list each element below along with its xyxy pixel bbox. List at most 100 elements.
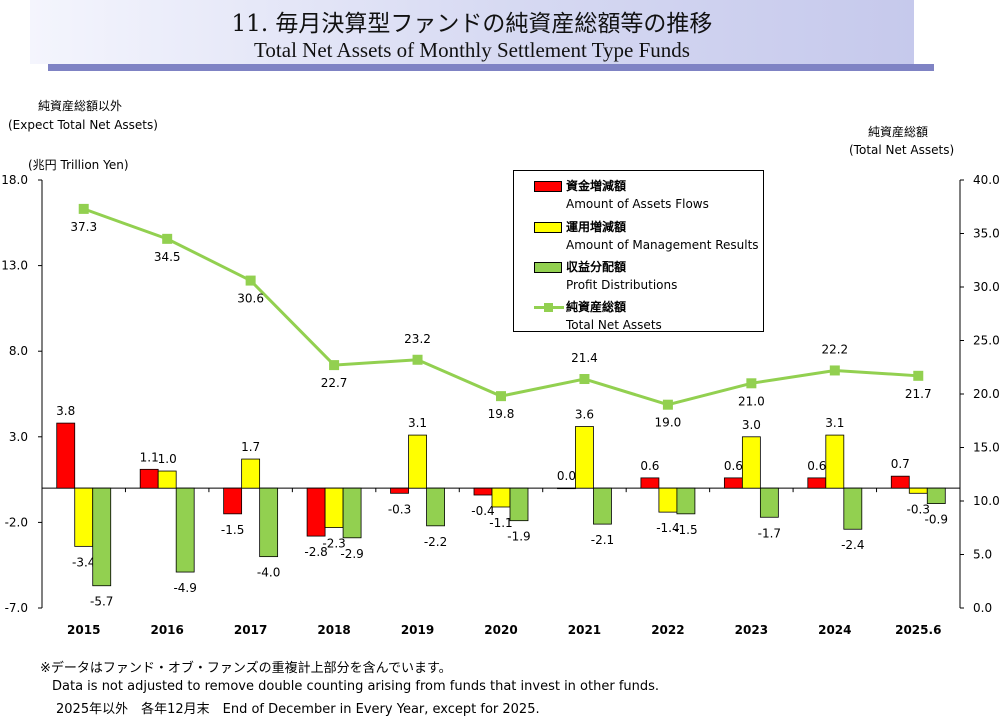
bar-1 <box>74 487 94 547</box>
title-shadow <box>48 64 934 71</box>
bar-data-label: -5.7 <box>90 595 113 609</box>
line-marker <box>162 233 173 244</box>
x-axis-label: 2018 <box>317 623 350 637</box>
title-banner: 11. 毎月決算型ファンドの純資産総額等の推移 Total Net Assets… <box>30 0 914 64</box>
bar-data-label: 1.0 <box>158 452 177 466</box>
left-axis-tick-label: -2.0 <box>5 515 28 529</box>
bar-data-label: 0.6 <box>640 459 659 473</box>
right-axis-tick-label: 10.0 <box>973 494 1000 508</box>
bar-2 <box>175 487 195 573</box>
bar-data-label: -1.4 <box>656 521 679 535</box>
bar-0 <box>223 487 243 515</box>
bar-data-label: 3.0 <box>742 418 761 432</box>
legend-swatch-green <box>534 262 562 273</box>
bar-0 <box>640 477 660 489</box>
bar-data-label: -3.4 <box>72 555 95 569</box>
bar-1 <box>575 426 594 489</box>
bar-2 <box>259 487 279 558</box>
legend-label-en: Amount of Assets Flows <box>566 197 709 211</box>
line-marker <box>496 391 506 402</box>
bar-2 <box>843 487 863 530</box>
left-axis-title-en: (Expect Total Net Assets) <box>8 118 158 132</box>
bar-0 <box>807 477 827 489</box>
line-marker <box>78 203 89 214</box>
bar-2 <box>426 487 445 527</box>
bar-data-label: 1.1 <box>140 450 159 464</box>
line-marker <box>913 370 924 381</box>
bar-data-label: 3.1 <box>408 416 427 430</box>
line-data-label: 22.7 <box>321 376 348 390</box>
right-axis-tick-label: 15.0 <box>973 441 1000 455</box>
right-axis-tick-label: 20.0 <box>973 387 1000 401</box>
bar-0 <box>723 477 743 489</box>
line-data-label: 30.6 <box>237 292 264 306</box>
bar-data-label: 3.6 <box>575 408 594 422</box>
bar-data-label: -1.5 <box>674 523 697 537</box>
x-axis-label: 2022 <box>651 623 684 637</box>
line-marker <box>662 399 673 410</box>
footnote-period: 2025年以外 各年12月末 End of December in Every … <box>56 702 540 717</box>
left-axis-unit: (兆円 Trillion Yen) <box>28 158 129 172</box>
left-axis-tick-label: -7.0 <box>5 601 28 615</box>
bar-data-label: 0.0 <box>557 469 576 483</box>
bar-2 <box>92 487 112 587</box>
line-data-label: 19.8 <box>488 407 515 421</box>
chart-title-jp: 11. 毎月決算型ファンドの純資産総額等の推移 <box>231 11 713 37</box>
line-marker <box>329 360 340 371</box>
bar-0 <box>139 468 159 489</box>
bar-1 <box>825 434 845 489</box>
footnote-en: Data is not adjusted to remove double co… <box>52 679 660 694</box>
bar-data-label: -0.9 <box>925 513 948 527</box>
bar-data-label: 0.7 <box>891 457 910 471</box>
line-marker <box>412 354 423 365</box>
bar-data-label: 3.8 <box>56 404 75 418</box>
bar-0 <box>890 475 910 489</box>
left-axis-tick-label: 18.0 <box>1 173 28 187</box>
legend-label-jp: 資金増減額 <box>566 179 627 193</box>
bar-data-label: 0.6 <box>807 459 826 473</box>
bar-0 <box>390 487 409 494</box>
legend-label-en: Total Net Assets <box>566 318 662 332</box>
line-data-label: 21.4 <box>571 351 598 365</box>
line-data-label: 19.0 <box>655 416 682 430</box>
x-axis-label: 2021 <box>568 623 601 637</box>
legend-label-jp: 収益分配額 <box>566 260 627 274</box>
line-data-label: 22.2 <box>821 342 848 356</box>
bar-2 <box>593 487 612 525</box>
legend-marker-square <box>544 303 553 312</box>
total-net-assets-line <box>83 207 919 407</box>
x-axis-label: 2017 <box>234 623 267 637</box>
bar-data-label: 3.1 <box>825 416 844 430</box>
right-axis-tick-label: 25.0 <box>973 334 1000 348</box>
bar-data-label: -4.0 <box>257 566 280 580</box>
x-axis-label: 2015 <box>67 623 100 637</box>
line-marker <box>746 378 757 389</box>
bar-data-label: 0.6 <box>724 459 743 473</box>
bar-data-label: -2.9 <box>340 547 363 561</box>
x-axis-label: 2024 <box>818 623 851 637</box>
bar-data-label: -1.9 <box>507 530 530 544</box>
right-axis-tick-label: 40.0 <box>973 173 1000 187</box>
legend-label-en: Amount of Management Results <box>566 238 759 252</box>
left-axis-tick-label: 8.0 <box>9 344 28 358</box>
bar-2 <box>759 487 779 518</box>
x-axis-label: 2025.6 <box>895 623 941 637</box>
line-data-label: 34.5 <box>154 250 181 264</box>
x-axis-label: 2023 <box>735 623 768 637</box>
bar-data-label: -1.5 <box>221 523 244 537</box>
bar-data-label: -1.7 <box>758 526 781 540</box>
left-axis-tick-label: 13.0 <box>1 259 28 273</box>
line-marker <box>829 365 840 376</box>
bar-data-label: -1.1 <box>489 516 512 530</box>
bar-1 <box>908 487 928 494</box>
line-data-label: 21.7 <box>905 387 932 401</box>
footnote-jp: ※データはファンド・オブ・ファンズの重複計上部分を含んでいます。 <box>40 661 452 676</box>
bar-data-label: -2.8 <box>304 545 327 559</box>
bar-1 <box>241 458 261 489</box>
chart-title-en: Total Net Assets of Monthly Settlement T… <box>254 38 690 62</box>
bar-0 <box>56 422 76 489</box>
bar-data-label: -0.3 <box>388 502 411 516</box>
line-data-label: 23.2 <box>404 332 431 346</box>
right-axis-tick-label: 5.0 <box>973 548 992 562</box>
